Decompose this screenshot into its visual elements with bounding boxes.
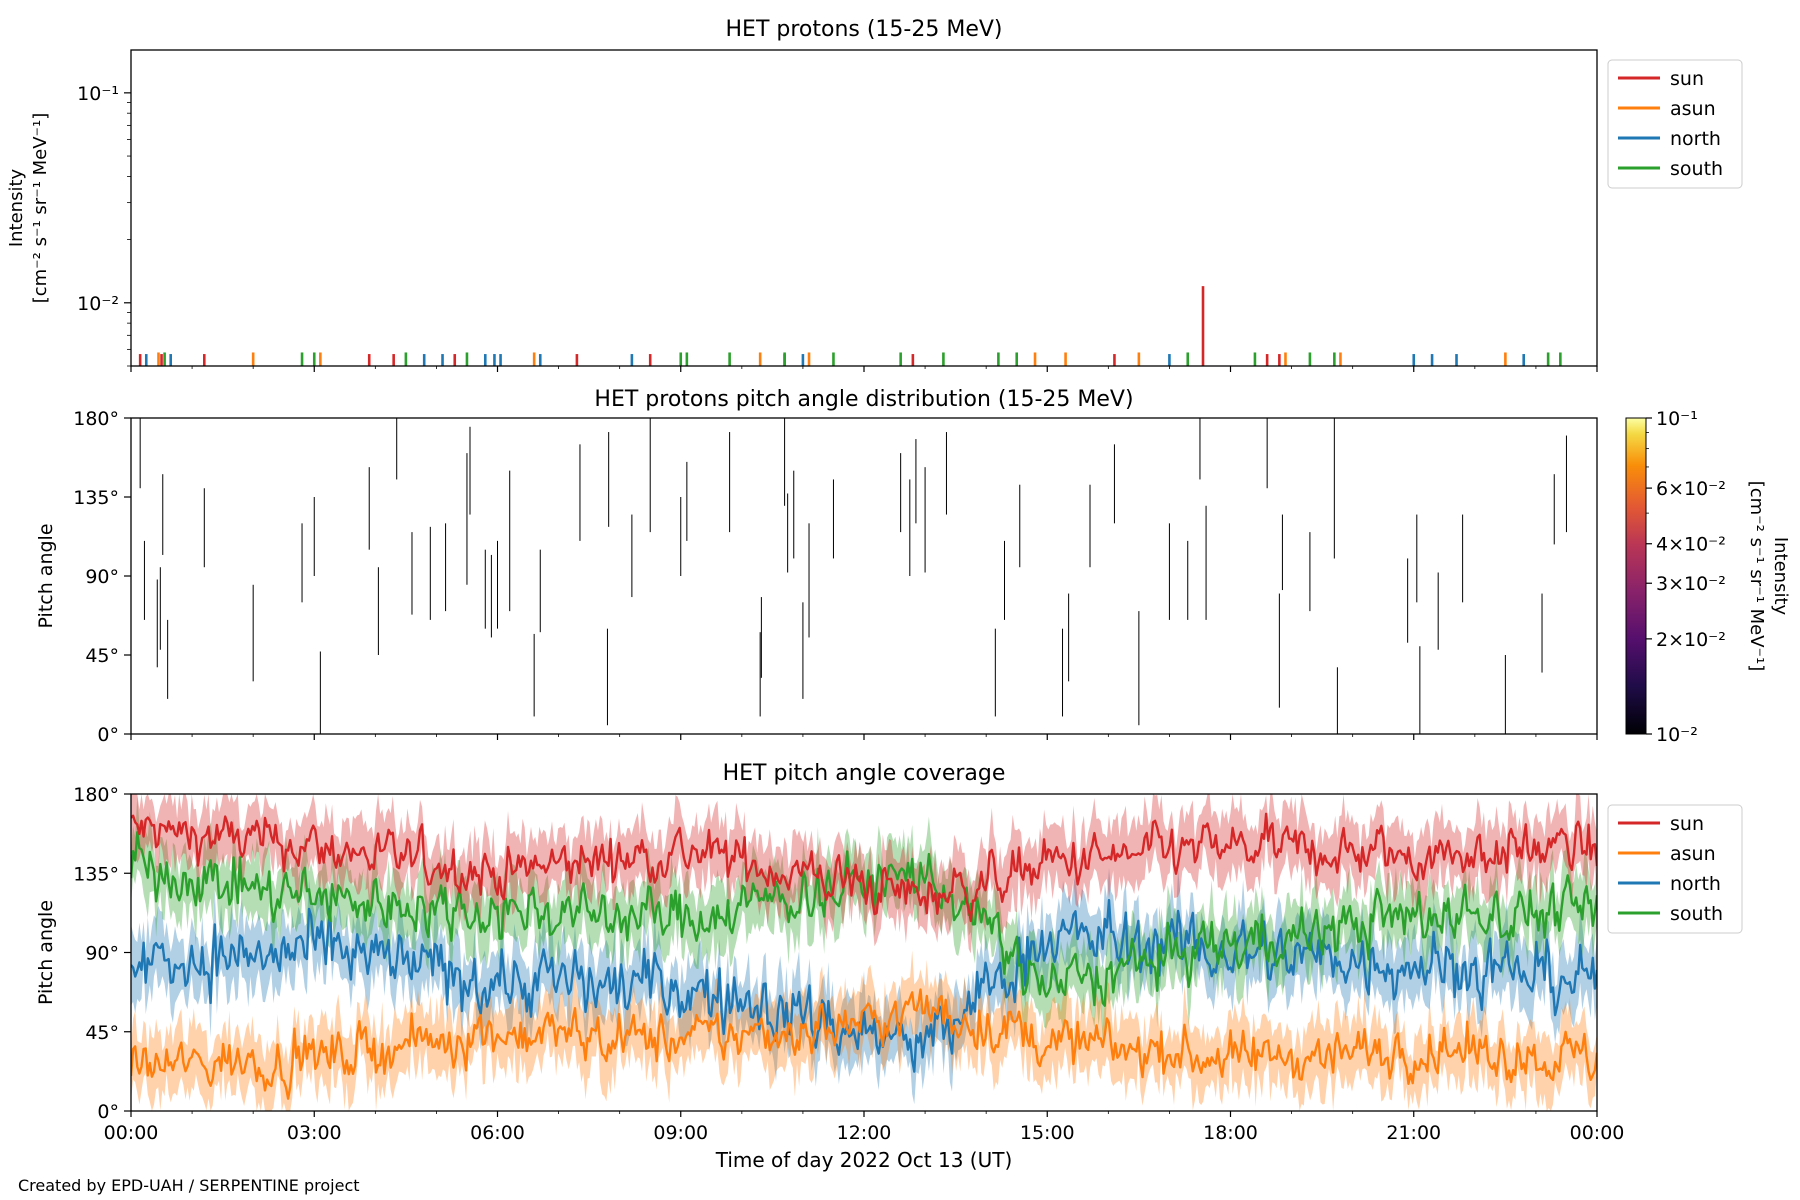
x-tick-label: 00:00 [1570,1122,1625,1144]
colorbar-tick-label: 6×10⁻² [1656,478,1726,500]
x-tick-label: 15:00 [1020,1122,1075,1144]
y-tick-label: 0° [97,1101,119,1123]
panel1-title: HET protons (15-25 MeV) [726,17,1003,42]
panel2-title: HET protons pitch angle distribution (15… [594,387,1133,412]
colorbar-tick-label: 10⁻¹ [1656,408,1698,430]
colorbar-tick-label: 4×10⁻² [1656,534,1726,556]
credit-text: Created by EPD-UAH / SERPENTINE project [18,1176,360,1195]
panel1-ylabel-line1: Intensity [6,168,27,247]
legend: sun asun north south [1607,804,1743,934]
panel1-frame [130,49,1598,367]
y-tick-label: 180° [73,408,119,430]
panel3-plot [131,794,1597,1111]
legend-label-north: north [1670,128,1721,150]
band-south [131,795,1597,1042]
panel3-title: HET pitch angle coverage [723,761,1006,786]
y-tick-label: 0° [97,724,119,746]
legend-label-south: south [1670,158,1723,180]
legend-label-sun: sun [1670,68,1704,90]
x-tick-label: 06:00 [470,1122,525,1144]
colorbar-tick-label: 2×10⁻² [1656,629,1726,651]
y-tick-label: 45° [85,645,119,667]
panel3-ylabel: Pitch angle [35,900,57,1005]
y-tick-label: 90° [85,943,119,965]
panel2-frame [130,417,1598,735]
legend-label-south: south [1670,903,1723,925]
band-asun [131,950,1597,1111]
y-tick-label: 135° [73,863,119,885]
y-tick-label: 90° [85,566,119,588]
legend-label-north: north [1670,873,1721,895]
legend-box [1607,59,1743,189]
panel3-xlabel: Time of day 2022 Oct 13 (UT) [715,1148,1013,1172]
x-tick-label: 00:00 [104,1122,159,1144]
band-north [131,867,1597,1105]
y-tick-label: 45° [85,1022,119,1044]
colorbar-tick-label: 3×10⁻² [1656,573,1726,595]
y-tick-label: 10⁻² [77,293,119,315]
legend-label-sun: sun [1670,813,1704,835]
colorbar [1625,417,1647,735]
series-line-asun [131,988,1597,1100]
colorbar-label: Intensity[cm⁻² s⁻¹ sr⁻¹ MeV⁻¹] [1746,481,1791,672]
panel1-ylabel: Intensity [cm⁻² s⁻¹ sr⁻¹ MeV⁻¹] [6,113,51,304]
series-line-south [131,831,1597,1007]
x-tick-label: 12:00 [837,1122,892,1144]
y-tick-label: 180° [73,784,119,806]
x-tick-label: 18:00 [1203,1122,1258,1144]
legend-label-asun: asun [1670,98,1716,120]
legend-box [1607,804,1743,934]
x-tick-label: 21:00 [1386,1122,1441,1144]
x-tick-label: 09:00 [653,1122,708,1144]
legend: sun asun north south [1607,59,1743,189]
colorbar-tick-label: 10⁻² [1656,724,1698,746]
series-line-sun [131,812,1597,923]
panel2-ylabel: Pitch angle [35,523,57,628]
legend-label-asun: asun [1670,843,1716,865]
y-tick-label: 135° [73,487,119,509]
colorbar-label-line1: Intensity [1770,537,1791,616]
y-tick-label: 10⁻¹ [77,83,119,105]
panel1-ylabel-line2: [cm⁻² s⁻¹ sr⁻¹ MeV⁻¹] [30,113,51,304]
x-tick-label: 03:00 [287,1122,342,1144]
colorbar-label-line2: [cm⁻² s⁻¹ sr⁻¹ MeV⁻¹] [1746,481,1767,672]
